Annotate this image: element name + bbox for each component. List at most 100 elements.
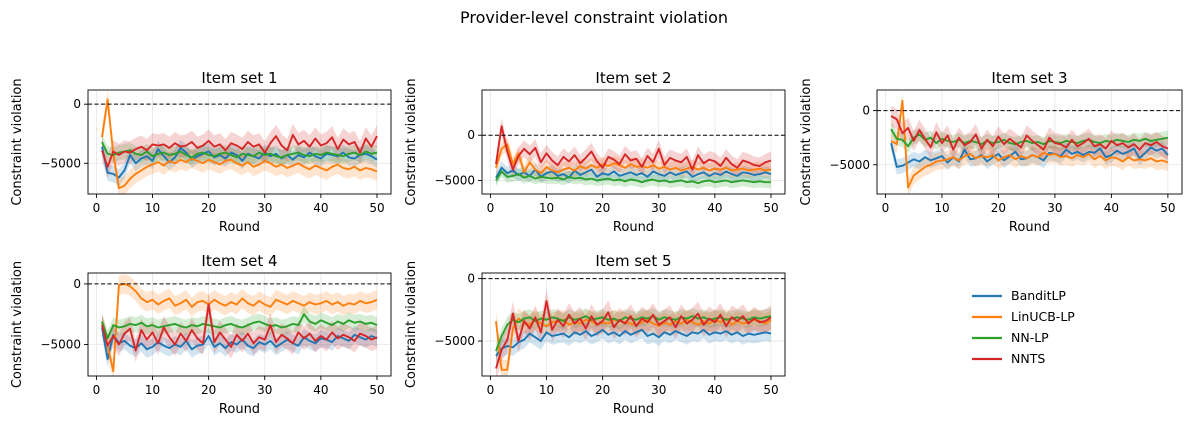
series-line-linucb-lp	[890, 99, 1169, 189]
subplot-title-item-set-3: Item set 3	[991, 69, 1067, 87]
legend-label-nn-lp: NN-LP	[1011, 330, 1049, 345]
band-nn-lp	[496, 165, 771, 189]
x-tick-label: 30	[651, 201, 666, 215]
x-axis-label: Round	[219, 402, 260, 417]
legend-entry-nnts: NNTS	[972, 351, 1045, 366]
y-axis-label: Constraint violation	[10, 261, 25, 388]
x-tick-label: 50	[763, 201, 778, 215]
axes-frame	[481, 89, 786, 195]
axes-frame	[87, 272, 392, 377]
figure-title: Provider-level constraint violation	[460, 8, 728, 27]
x-tick-label: 50	[763, 383, 778, 397]
x-axis-label: Round	[613, 402, 654, 417]
series-line-banditlp	[101, 146, 378, 179]
subplot-item-set-1: 0 10 20 30 40 50 0 −5000 Item set 1 Round Constrai…	[10, 69, 392, 235]
legend-entry-nn-lp: NN-LP	[972, 330, 1049, 345]
subplot-title-item-set-4: Item set 4	[201, 252, 277, 270]
plot-area-item-set-3	[877, 92, 1182, 194]
y-axis-label: Constraint violation	[799, 78, 814, 205]
x-tick-label: 30	[257, 383, 272, 397]
subplot-title-item-set-2: Item set 2	[595, 69, 671, 87]
x-tick-label: 0	[882, 201, 890, 215]
y-axis-label: Constraint violation	[10, 78, 25, 205]
y-axis-label: Constraint violation	[404, 261, 419, 388]
legend: BanditLP LinUCB-LP NN-LP NNTS	[972, 288, 1075, 366]
y-tick-label: 0	[862, 104, 870, 118]
y-axis-label: Constraint violation	[404, 78, 419, 205]
axes-frame	[481, 272, 786, 377]
x-tick-label: 0	[487, 201, 495, 215]
x-tick-label: 10	[934, 201, 949, 215]
x-tick-label: 30	[1047, 201, 1062, 215]
series-line-nnts	[495, 300, 772, 369]
series-line-banditlp	[101, 327, 378, 360]
series-line-nnts	[101, 303, 378, 352]
band-banditlp	[496, 321, 771, 365]
subplot-item-set-5: 0 10 20 30 40 50 0 −5000 Item set 5 Round Constrai…	[404, 252, 786, 417]
x-tick-label: 40	[313, 383, 328, 397]
subplot-title-item-set-1: Item set 1	[201, 69, 277, 87]
y-tick-label: −5000	[829, 158, 870, 172]
series-line-linucb-lp	[101, 98, 378, 190]
y-tick-label: −5000	[434, 334, 475, 348]
series-line-nnts	[890, 115, 1169, 151]
x-tick-label: 50	[369, 201, 384, 215]
x-tick-label: 30	[257, 201, 272, 215]
subplot-title-item-set-5: Item set 5	[595, 252, 671, 270]
x-tick-label: 40	[1104, 201, 1119, 215]
x-tick-label: 40	[313, 201, 328, 215]
subplot-item-set-4: 0 10 20 30 40 50 0 −5000 Item set 4 Round Constrai…	[10, 252, 392, 417]
x-tick-label: 30	[651, 383, 666, 397]
x-tick-label: 20	[201, 201, 216, 215]
x-tick-label: 10	[539, 383, 554, 397]
x-axis-label: Round	[219, 220, 260, 235]
x-tick-label: 40	[707, 201, 722, 215]
subplots: 0 10 20 30 40 50 0 −5000 Item set 1 Round Constrai…	[10, 69, 1183, 417]
plot-area-item-set-4	[88, 274, 391, 376]
plot-area-item-set-5	[482, 278, 785, 376]
legend-entry-linucb-lp: LinUCB-LP	[972, 309, 1075, 324]
series-line-linucb-lp	[495, 143, 772, 175]
x-tick-label: 40	[707, 383, 722, 397]
x-tick-label: 0	[93, 383, 101, 397]
axes-frame	[876, 89, 1183, 195]
x-tick-label: 0	[487, 383, 495, 397]
x-tick-label: 10	[539, 201, 554, 215]
x-tick-label: 50	[369, 383, 384, 397]
subplot-item-set-3: 0 10 20 30 40 50 0 −5000 Item set 3 Round Constrai…	[799, 69, 1183, 235]
x-tick-label: 20	[201, 383, 216, 397]
series-line-banditlp	[495, 328, 772, 357]
y-tick-label: −5000	[40, 156, 81, 170]
x-tick-label: 50	[1160, 201, 1175, 215]
legend-entry-banditlp: BanditLP	[972, 288, 1066, 303]
band-nnts	[102, 123, 377, 178]
legend-label-nnts: NNTS	[1011, 351, 1045, 366]
band-nn-lp	[102, 134, 377, 165]
plot-area-item-set-1	[88, 90, 391, 194]
y-tick-label: 0	[467, 128, 475, 142]
series-line-linucb-lp	[101, 282, 378, 373]
subplot-item-set-2: 0 10 20 30 40 50 0 −5000 Item set 2 Round Constrai…	[404, 69, 786, 235]
axes-frame	[87, 89, 392, 195]
band-nnts	[496, 117, 771, 179]
plot-area-item-set-2	[482, 117, 785, 189]
x-tick-label: 20	[595, 201, 610, 215]
x-tick-label: 0	[93, 201, 101, 215]
legend-label-banditlp: BanditLP	[1011, 288, 1066, 303]
series-line-nn-lp	[101, 141, 378, 159]
y-tick-label: 0	[467, 272, 475, 286]
x-tick-label: 20	[595, 383, 610, 397]
x-tick-label: 20	[991, 201, 1006, 215]
y-tick-label: 0	[73, 97, 81, 111]
x-axis-label: Round	[1009, 220, 1050, 235]
series-line-nn-lp	[495, 170, 771, 185]
y-tick-label: −5000	[40, 337, 81, 351]
band-banditlp	[102, 138, 377, 186]
series-line-nnts	[101, 133, 378, 168]
series-line-nnts	[495, 125, 772, 171]
x-tick-label: 10	[145, 201, 160, 215]
series-line-nn-lp	[890, 128, 1169, 148]
legend-label-linucb-lp: LinUCB-LP	[1011, 309, 1075, 324]
series-line-nn-lp	[101, 313, 378, 340]
x-axis-label: Round	[613, 220, 654, 235]
